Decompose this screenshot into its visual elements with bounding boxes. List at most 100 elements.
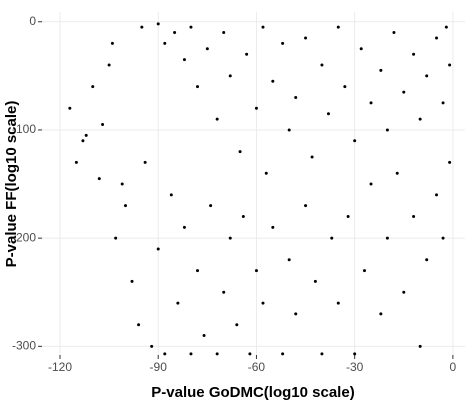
point [281,352,285,356]
point [123,204,127,208]
point [163,352,167,356]
point [254,106,258,110]
x-tick-label: -30 [346,360,364,374]
point [248,352,252,356]
y-tick-label: -300 [12,339,36,353]
point [353,352,357,356]
point [385,128,389,132]
point [441,236,445,240]
point [310,155,314,159]
point [120,182,124,186]
point [418,117,422,121]
point [379,68,383,72]
point [362,269,366,273]
y-tick-label: -100 [12,122,36,136]
point [435,36,439,40]
y-tick-label: 0 [29,14,36,28]
point [222,31,226,35]
point [261,25,265,29]
point [379,312,383,316]
point [84,133,88,137]
point [343,85,347,89]
point [320,63,324,67]
point [441,101,445,105]
point [176,301,180,305]
point [287,128,291,132]
point [215,117,219,121]
point [281,41,285,45]
point [156,247,160,251]
point [74,160,78,164]
point [359,47,363,51]
point [163,41,167,45]
x-axis-title: P-value GoDMC(log10 scale) [151,384,354,401]
point [110,41,114,45]
point [254,269,258,273]
point [114,236,118,240]
point [101,123,105,127]
point [392,31,396,35]
point [228,74,232,78]
point [173,31,177,35]
point [346,215,350,219]
point [238,150,242,154]
point [304,36,308,40]
point [336,301,340,305]
point [402,290,406,294]
point [140,25,144,29]
point [182,58,186,62]
x-tick-label: -120 [48,360,72,374]
point [435,193,439,197]
point [320,352,324,356]
point [189,25,193,29]
point [271,225,275,229]
y-tick-label: -200 [12,230,36,244]
point [402,90,406,94]
y-axis-title: P-value FF(log10 scale) [3,101,20,268]
plot-background [42,12,465,355]
point [261,301,265,305]
point [215,352,219,356]
x-tick-label: 0 [450,360,457,374]
point [336,25,340,29]
point [304,204,308,208]
point [330,236,334,240]
point [287,258,291,262]
point [205,47,209,51]
point [189,352,193,356]
point [425,74,429,78]
point [196,269,200,273]
point [202,334,206,338]
point [264,171,268,175]
point [418,344,422,348]
point [448,63,452,67]
point [137,323,141,327]
point [182,225,186,229]
point [228,236,232,240]
point [209,204,213,208]
point [169,193,173,197]
point [107,63,111,67]
point [150,344,154,348]
point [412,215,416,219]
point [68,106,72,110]
point [313,279,317,283]
x-tick-label: -90 [150,360,168,374]
point [81,139,85,143]
point [222,290,226,294]
point [385,236,389,240]
point [369,101,373,105]
point [196,85,200,89]
point [271,79,275,83]
point [294,312,298,316]
point [444,25,448,29]
point [97,177,101,181]
point [294,95,298,99]
point [156,22,160,26]
point [395,171,399,175]
point [412,52,416,56]
x-tick-label: -60 [248,360,266,374]
point [353,139,357,143]
point [245,52,249,56]
point [369,182,373,186]
